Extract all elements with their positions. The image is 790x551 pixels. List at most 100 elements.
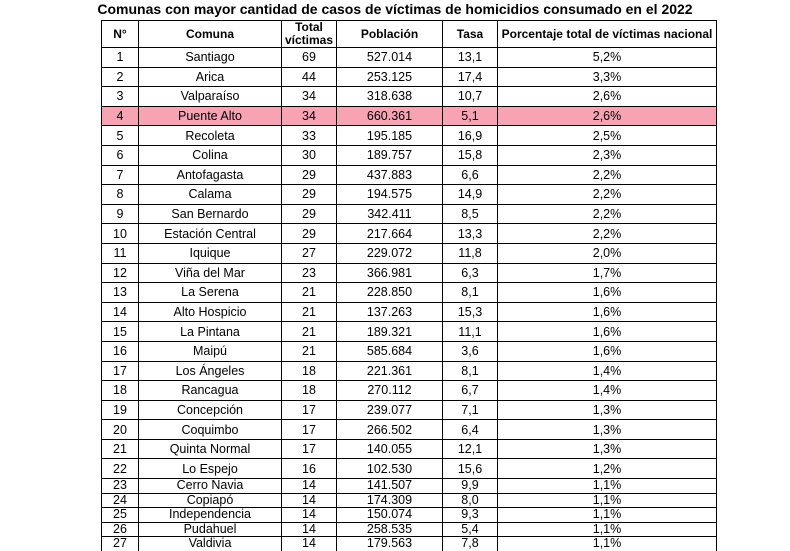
cell-number: 8 bbox=[101, 184, 139, 205]
cell-number: 23 bbox=[101, 478, 139, 494]
table-row: 2 Arica 44 253.125 17,4 3,3% bbox=[101, 66, 717, 88]
cell-population: 221.361 bbox=[336, 360, 443, 382]
cell-comuna: La Pintana bbox=[138, 321, 282, 342]
cell-national-percentage: 2,2% bbox=[497, 203, 717, 225]
cell-comuna: Colina bbox=[138, 144, 282, 166]
cell-rate: 8,1 bbox=[442, 360, 498, 382]
cell-comuna: Valdivia bbox=[138, 536, 282, 551]
cell-comuna: Cerro Navia bbox=[138, 478, 282, 494]
cell-total-victims: 17 bbox=[281, 438, 337, 460]
table-title: Comunas con mayor cantidad de casos de v… bbox=[97, 1, 693, 17]
cell-rate: 6,4 bbox=[442, 419, 498, 440]
table-row: 25 Independencia 14 150.074 9,3 1,1% bbox=[101, 507, 717, 523]
cell-national-percentage: 1,3% bbox=[497, 419, 717, 440]
table-row: 7 Antofagasta 29 437.883 6,6 2,2% bbox=[101, 164, 717, 186]
cell-comuna: Los Ángeles bbox=[138, 360, 282, 382]
header-number: N° bbox=[101, 20, 139, 48]
cell-population: 137.263 bbox=[336, 301, 443, 323]
cell-rate: 10,7 bbox=[442, 86, 498, 107]
cell-total-victims: 30 bbox=[281, 144, 337, 166]
cell-rate: 16,9 bbox=[442, 125, 498, 146]
cell-rate: 9,9 bbox=[442, 478, 498, 494]
cell-rate: 8,5 bbox=[442, 203, 498, 225]
cell-number: 12 bbox=[101, 262, 139, 284]
cell-comuna: Maipú bbox=[138, 340, 282, 362]
cell-total-victims: 17 bbox=[281, 419, 337, 440]
cell-rate: 7,8 bbox=[442, 536, 498, 551]
cell-comuna: Independencia bbox=[138, 507, 282, 523]
cell-comuna: Estación Central bbox=[138, 223, 282, 244]
cell-population: 318.638 bbox=[336, 86, 443, 107]
cell-national-percentage: 2,2% bbox=[497, 164, 717, 186]
table-row: 5 Recoleta 33 195.185 16,9 2,5% bbox=[101, 125, 717, 146]
cell-population: 194.575 bbox=[336, 184, 443, 205]
table-row: 20 Coquimbo 17 266.502 6,4 1,3% bbox=[101, 419, 717, 440]
cell-number: 6 bbox=[101, 144, 139, 166]
table-row: 11 Iquique 27 229.072 11,8 2,0% bbox=[101, 242, 717, 264]
cell-comuna: Quinta Normal bbox=[138, 438, 282, 460]
cell-rate: 12,1 bbox=[442, 438, 498, 460]
cell-number: 18 bbox=[101, 380, 139, 401]
cell-national-percentage: 2,0% bbox=[497, 242, 717, 264]
cell-comuna: Lo Espejo bbox=[138, 458, 282, 480]
cell-national-percentage: 1,1% bbox=[497, 521, 717, 538]
cell-national-percentage: 5,2% bbox=[497, 47, 717, 68]
cell-rate: 15,3 bbox=[442, 301, 498, 323]
cell-population: 266.502 bbox=[336, 419, 443, 440]
cell-total-victims: 33 bbox=[281, 125, 337, 146]
cell-total-victims: 69 bbox=[281, 47, 337, 68]
table-row: 6 Colina 30 189.757 15,8 2,3% bbox=[101, 144, 717, 166]
cell-population: 179.563 bbox=[336, 536, 443, 551]
header-total-victims: Total víctimas bbox=[281, 20, 337, 48]
cell-number: 7 bbox=[101, 164, 139, 186]
cell-total-victims: 18 bbox=[281, 380, 337, 401]
table-row: 24 Copiapó 14 174.309 8,0 1,1% bbox=[101, 492, 717, 509]
cell-total-victims: 23 bbox=[281, 262, 337, 284]
cell-population: 253.125 bbox=[336, 66, 443, 88]
cell-number: 1 bbox=[101, 47, 139, 68]
cell-number: 25 bbox=[101, 507, 139, 523]
cell-rate: 15,8 bbox=[442, 144, 498, 166]
cell-rate: 11,8 bbox=[442, 242, 498, 264]
cell-rate: 15,6 bbox=[442, 458, 498, 480]
cell-population: 229.072 bbox=[336, 242, 443, 264]
cell-national-percentage: 3,3% bbox=[497, 66, 717, 88]
cell-population: 141.507 bbox=[336, 478, 443, 494]
cell-national-percentage: 1,1% bbox=[497, 507, 717, 523]
cell-number: 16 bbox=[101, 340, 139, 362]
cell-rate: 5,4 bbox=[442, 521, 498, 538]
cell-total-victims: 29 bbox=[281, 203, 337, 225]
cell-total-victims: 21 bbox=[281, 282, 337, 303]
cell-total-victims: 29 bbox=[281, 184, 337, 205]
table-row: 1 Santiago 69 527.014 13,1 5,2% bbox=[101, 47, 717, 68]
table-row: 27 Valdivia 14 179.563 7,8 1,1% bbox=[101, 536, 717, 551]
homicide-victims-table: N° Comuna Total víctimas Población Tasa P… bbox=[101, 20, 717, 551]
table-header-row: N° Comuna Total víctimas Población Tasa P… bbox=[101, 20, 717, 48]
cell-population: 189.321 bbox=[336, 321, 443, 342]
cell-total-victims: 16 bbox=[281, 458, 337, 480]
cell-number: 5 bbox=[101, 125, 139, 146]
cell-comuna: San Bernardo bbox=[138, 203, 282, 225]
cell-comuna: Coquimbo bbox=[138, 419, 282, 440]
cell-national-percentage: 2,6% bbox=[497, 86, 717, 107]
cell-rate: 6,3 bbox=[442, 262, 498, 284]
cell-population: 258.535 bbox=[336, 521, 443, 538]
cell-population: 366.981 bbox=[336, 262, 443, 284]
cell-population: 140.055 bbox=[336, 438, 443, 460]
table-body: 1 Santiago 69 527.014 13,1 5,2% 2 Arica 44 253.12… bbox=[101, 47, 717, 551]
table-row: 15 La Pintana 21 189.321 11,1 1,6% bbox=[101, 321, 717, 342]
table-row: 9 San Bernardo 29 342.411 8,5 2,2% bbox=[101, 203, 717, 225]
cell-comuna: Viña del Mar bbox=[138, 262, 282, 284]
cell-total-victims: 14 bbox=[281, 492, 337, 509]
cell-total-victims: 34 bbox=[281, 86, 337, 107]
cell-number: 17 bbox=[101, 360, 139, 382]
cell-total-victims: 34 bbox=[281, 105, 337, 127]
cell-number: 15 bbox=[101, 321, 139, 342]
cell-rate: 6,7 bbox=[442, 380, 498, 401]
cell-comuna: Copiapó bbox=[138, 492, 282, 509]
cell-comuna: Pudahuel bbox=[138, 521, 282, 538]
header-rate: Tasa bbox=[442, 20, 498, 48]
cell-rate: 9,3 bbox=[442, 507, 498, 523]
cell-rate: 11,1 bbox=[442, 321, 498, 342]
